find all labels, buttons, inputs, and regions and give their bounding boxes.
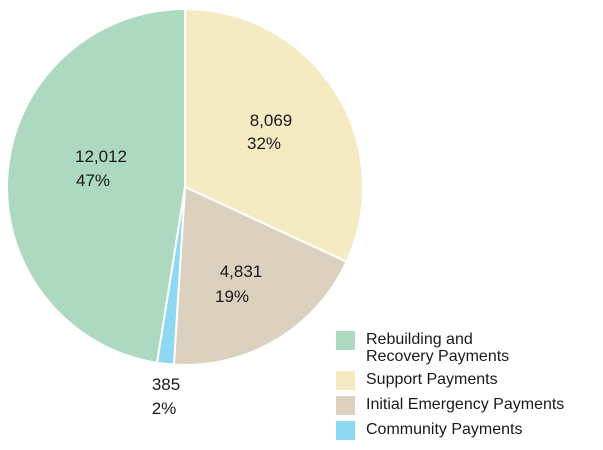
legend-label-rebuilding-line2: Recovery Payments bbox=[366, 348, 510, 365]
pie-slice-rebuilding-and-recovery-payments bbox=[6, 7, 186, 364]
legend-item-emergency: Initial Emergency Payments bbox=[336, 396, 603, 415]
legend-item-community: Community Payments bbox=[336, 421, 603, 440]
slice-label-rebuilding-value: 12,012 bbox=[75, 147, 127, 166]
slice-label-rebuilding-percent: 47% bbox=[76, 171, 110, 190]
slice-label-community-value: 385 bbox=[152, 375, 180, 394]
legend-label-emergency: Initial Emergency Payments bbox=[366, 396, 565, 413]
pie-slice-initial-emergency-payments bbox=[172, 185, 348, 366]
legend-label-community: Community Payments bbox=[366, 421, 523, 438]
pie-slices bbox=[6, 7, 364, 366]
legend-swatch-emergency bbox=[336, 396, 355, 415]
legend-label-rebuilding-line1: Rebuilding and bbox=[366, 331, 473, 348]
pie-slice-support-payments bbox=[184, 7, 364, 264]
chart-legend: Rebuilding and Recovery Payments Support… bbox=[336, 331, 603, 446]
legend-swatch-support bbox=[336, 371, 355, 390]
slice-label-community-percent: 2% bbox=[152, 399, 177, 418]
slice-label-support-value: 8,069 bbox=[250, 111, 293, 130]
legend-swatch-community bbox=[336, 421, 355, 440]
legend-swatch-rebuilding bbox=[336, 331, 355, 350]
legend-label-support: Support Payments bbox=[366, 371, 498, 388]
legend-item-rebuilding: Rebuilding and Recovery Payments bbox=[336, 331, 603, 365]
legend-label-rebuilding: Rebuilding and Recovery Payments bbox=[366, 331, 566, 365]
slice-label-support-percent: 32% bbox=[247, 134, 281, 153]
slice-label-emergency-percent: 19% bbox=[215, 287, 249, 306]
legend-item-support: Support Payments bbox=[336, 371, 603, 390]
slice-label-emergency-value: 4,831 bbox=[220, 262, 263, 281]
